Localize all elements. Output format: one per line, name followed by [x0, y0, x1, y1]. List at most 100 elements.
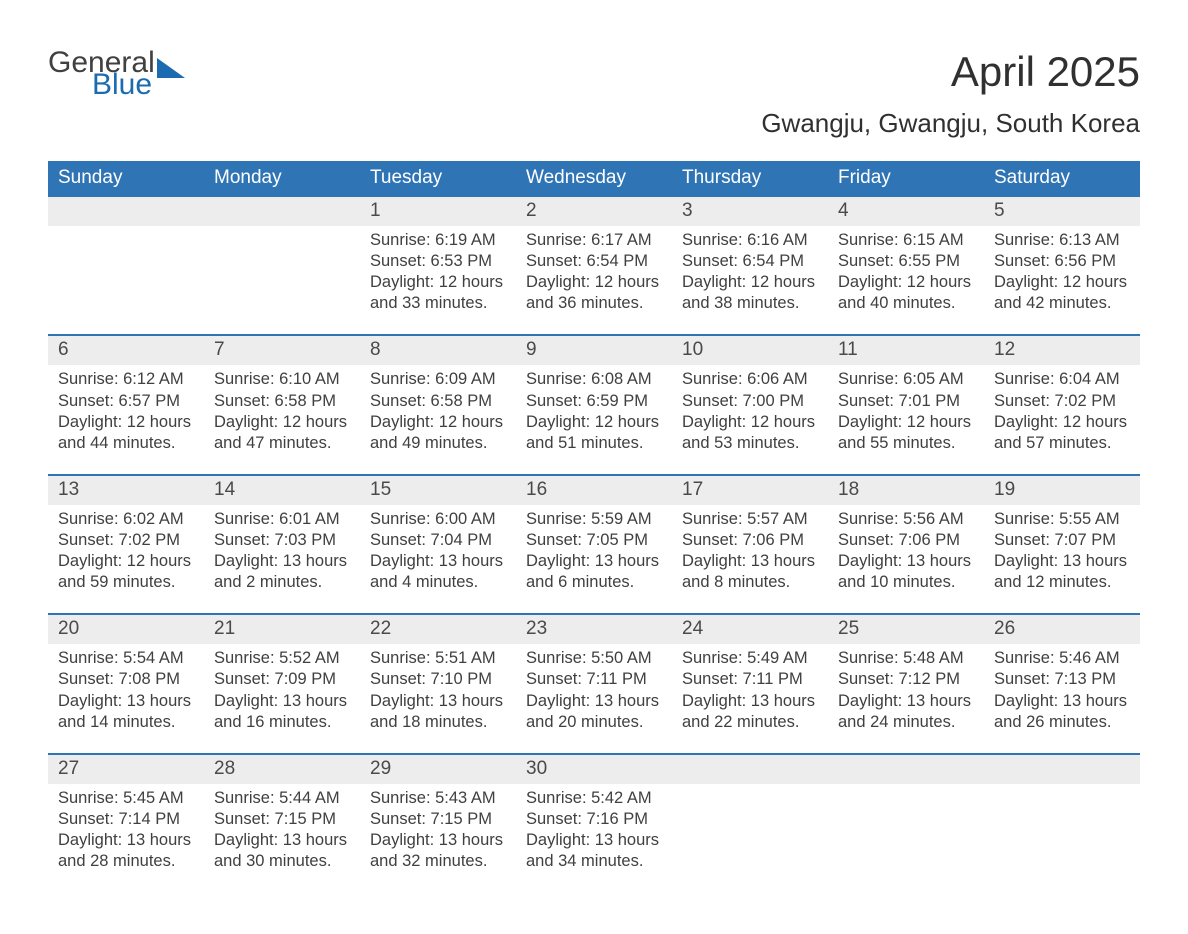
day-body: Sunrise: 6:02 AMSunset: 7:02 PMDaylight:…: [48, 505, 204, 599]
daylight-line: Daylight: 13 hours and 34 minutes.: [526, 830, 662, 872]
sunset-line: Sunset: 7:09 PM: [214, 669, 350, 690]
day-cell: 22Sunrise: 5:51 AMSunset: 7:10 PMDayligh…: [360, 615, 516, 738]
daylight-line: Daylight: 12 hours and 51 minutes.: [526, 412, 662, 454]
sunrise-line: Sunrise: 6:06 AM: [682, 369, 818, 390]
sunrise-line: Sunrise: 6:01 AM: [214, 509, 350, 530]
weekday-header: Saturday: [984, 161, 1140, 197]
day-number: 19: [984, 476, 1140, 505]
sunset-line: Sunset: 7:11 PM: [526, 669, 662, 690]
daylight-line: Daylight: 13 hours and 26 minutes.: [994, 691, 1130, 733]
day-body: Sunrise: 5:50 AMSunset: 7:11 PMDaylight:…: [516, 644, 672, 738]
day-body: Sunrise: 5:44 AMSunset: 7:15 PMDaylight:…: [204, 784, 360, 878]
day-number: [204, 197, 360, 226]
day-number: 7: [204, 336, 360, 365]
sunset-line: Sunset: 6:58 PM: [370, 391, 506, 412]
day-body: Sunrise: 6:17 AMSunset: 6:54 PMDaylight:…: [516, 226, 672, 320]
day-cell: 30Sunrise: 5:42 AMSunset: 7:16 PMDayligh…: [516, 755, 672, 878]
sunrise-line: Sunrise: 5:57 AM: [682, 509, 818, 530]
calendar: SundayMondayTuesdayWednesdayThursdayFrid…: [48, 161, 1140, 878]
day-body: Sunrise: 5:52 AMSunset: 7:09 PMDaylight:…: [204, 644, 360, 738]
sunrise-line: Sunrise: 5:59 AM: [526, 509, 662, 530]
day-cell: 3Sunrise: 6:16 AMSunset: 6:54 PMDaylight…: [672, 197, 828, 320]
sunrise-line: Sunrise: 6:17 AM: [526, 230, 662, 251]
sunset-line: Sunset: 7:07 PM: [994, 530, 1130, 551]
daylight-line: Daylight: 12 hours and 55 minutes.: [838, 412, 974, 454]
day-number: 22: [360, 615, 516, 644]
sunrise-line: Sunrise: 6:04 AM: [994, 369, 1130, 390]
week-row: 1Sunrise: 6:19 AMSunset: 6:53 PMDaylight…: [48, 197, 1140, 320]
day-number: 24: [672, 615, 828, 644]
day-number: 18: [828, 476, 984, 505]
day-cell: 5Sunrise: 6:13 AMSunset: 6:56 PMDaylight…: [984, 197, 1140, 320]
daylight-line: Daylight: 13 hours and 12 minutes.: [994, 551, 1130, 593]
sunrise-line: Sunrise: 5:50 AM: [526, 648, 662, 669]
week-row: 20Sunrise: 5:54 AMSunset: 7:08 PMDayligh…: [48, 613, 1140, 738]
sunrise-line: Sunrise: 5:45 AM: [58, 788, 194, 809]
weekday-header-row: SundayMondayTuesdayWednesdayThursdayFrid…: [48, 161, 1140, 197]
day-body: Sunrise: 5:56 AMSunset: 7:06 PMDaylight:…: [828, 505, 984, 599]
sunset-line: Sunset: 7:02 PM: [58, 530, 194, 551]
sunset-line: Sunset: 6:59 PM: [526, 391, 662, 412]
weekday-header: Monday: [204, 161, 360, 197]
day-cell: [672, 755, 828, 878]
daylight-line: Daylight: 12 hours and 38 minutes.: [682, 272, 818, 314]
day-body: Sunrise: 6:16 AMSunset: 6:54 PMDaylight:…: [672, 226, 828, 320]
sunrise-line: Sunrise: 5:43 AM: [370, 788, 506, 809]
day-number: 28: [204, 755, 360, 784]
daylight-line: Daylight: 12 hours and 59 minutes.: [58, 551, 194, 593]
day-cell: 27Sunrise: 5:45 AMSunset: 7:14 PMDayligh…: [48, 755, 204, 878]
day-body: Sunrise: 5:57 AMSunset: 7:06 PMDaylight:…: [672, 505, 828, 599]
daylight-line: Daylight: 12 hours and 36 minutes.: [526, 272, 662, 314]
day-cell: [48, 197, 204, 320]
sunset-line: Sunset: 7:10 PM: [370, 669, 506, 690]
day-cell: 28Sunrise: 5:44 AMSunset: 7:15 PMDayligh…: [204, 755, 360, 878]
sunrise-line: Sunrise: 5:46 AM: [994, 648, 1130, 669]
sunrise-line: Sunrise: 6:19 AM: [370, 230, 506, 251]
sunset-line: Sunset: 7:01 PM: [838, 391, 974, 412]
week-row: 27Sunrise: 5:45 AMSunset: 7:14 PMDayligh…: [48, 753, 1140, 878]
day-number: 6: [48, 336, 204, 365]
day-cell: 23Sunrise: 5:50 AMSunset: 7:11 PMDayligh…: [516, 615, 672, 738]
day-body: [828, 784, 984, 794]
daylight-line: Daylight: 12 hours and 57 minutes.: [994, 412, 1130, 454]
day-body: Sunrise: 5:42 AMSunset: 7:16 PMDaylight:…: [516, 784, 672, 878]
day-number: [48, 197, 204, 226]
daylight-line: Daylight: 13 hours and 2 minutes.: [214, 551, 350, 593]
day-body: Sunrise: 6:06 AMSunset: 7:00 PMDaylight:…: [672, 365, 828, 459]
day-body: Sunrise: 5:48 AMSunset: 7:12 PMDaylight:…: [828, 644, 984, 738]
day-number: 2: [516, 197, 672, 226]
day-cell: 4Sunrise: 6:15 AMSunset: 6:55 PMDaylight…: [828, 197, 984, 320]
daylight-line: Daylight: 13 hours and 6 minutes.: [526, 551, 662, 593]
day-body: Sunrise: 6:19 AMSunset: 6:53 PMDaylight:…: [360, 226, 516, 320]
day-number: 25: [828, 615, 984, 644]
day-number: 12: [984, 336, 1140, 365]
day-cell: [984, 755, 1140, 878]
day-body: Sunrise: 5:59 AMSunset: 7:05 PMDaylight:…: [516, 505, 672, 599]
day-cell: 15Sunrise: 6:00 AMSunset: 7:04 PMDayligh…: [360, 476, 516, 599]
daylight-line: Daylight: 13 hours and 18 minutes.: [370, 691, 506, 733]
sunset-line: Sunset: 7:16 PM: [526, 809, 662, 830]
sunset-line: Sunset: 6:54 PM: [682, 251, 818, 272]
sunrise-line: Sunrise: 6:02 AM: [58, 509, 194, 530]
day-number: 5: [984, 197, 1140, 226]
daylight-line: Daylight: 13 hours and 14 minutes.: [58, 691, 194, 733]
sunset-line: Sunset: 7:15 PM: [214, 809, 350, 830]
daylight-line: Daylight: 12 hours and 53 minutes.: [682, 412, 818, 454]
logo: General Blue: [48, 48, 185, 100]
day-body: Sunrise: 5:46 AMSunset: 7:13 PMDaylight:…: [984, 644, 1140, 738]
day-body: Sunrise: 6:09 AMSunset: 6:58 PMDaylight:…: [360, 365, 516, 459]
day-body: Sunrise: 6:05 AMSunset: 7:01 PMDaylight:…: [828, 365, 984, 459]
sunrise-line: Sunrise: 5:49 AM: [682, 648, 818, 669]
day-cell: 8Sunrise: 6:09 AMSunset: 6:58 PMDaylight…: [360, 336, 516, 459]
day-number: 21: [204, 615, 360, 644]
day-cell: 19Sunrise: 5:55 AMSunset: 7:07 PMDayligh…: [984, 476, 1140, 599]
day-body: [672, 784, 828, 794]
sunrise-line: Sunrise: 5:52 AM: [214, 648, 350, 669]
day-number: 17: [672, 476, 828, 505]
daylight-line: Daylight: 12 hours and 40 minutes.: [838, 272, 974, 314]
day-cell: 14Sunrise: 6:01 AMSunset: 7:03 PMDayligh…: [204, 476, 360, 599]
sunset-line: Sunset: 7:15 PM: [370, 809, 506, 830]
sunset-line: Sunset: 6:58 PM: [214, 391, 350, 412]
sunrise-line: Sunrise: 6:08 AM: [526, 369, 662, 390]
day-number: 9: [516, 336, 672, 365]
